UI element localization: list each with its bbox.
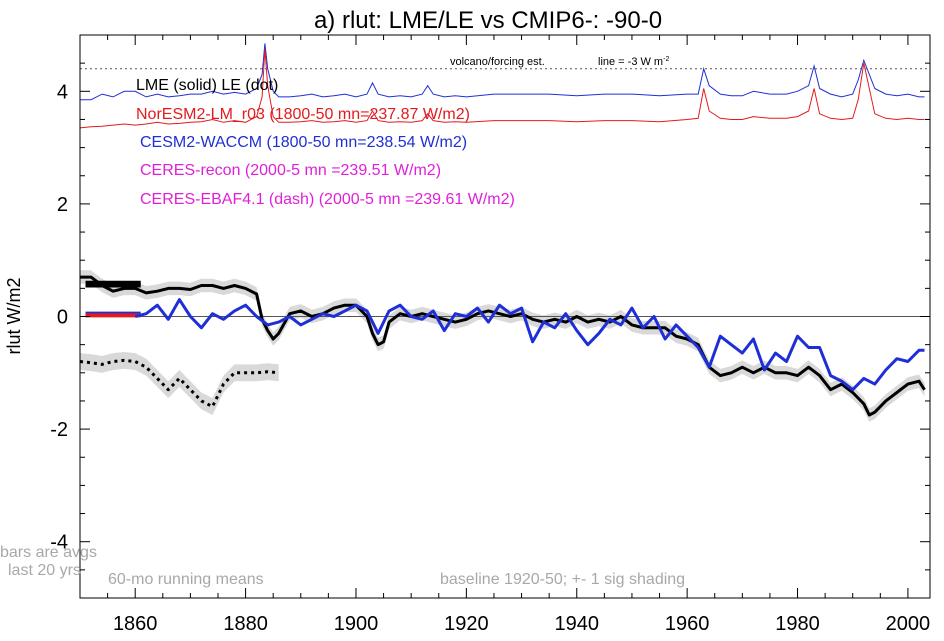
- plot-frame: 1860 1880 1900 1920 1940 1960 1980 2000 4 2 0 -2 -4: [50, 34, 931, 635]
- footnote-baseline: baseline 1920-50; +- 1 sig shading: [440, 571, 685, 588]
- legend-entry-3: CESM2-WACCM (1800-50 mn=238.54 W/m2): [140, 134, 467, 151]
- footnotes: bars are avgs last 20 yrs 60-mo running …: [0, 544, 685, 588]
- y-tick-label-2: 2: [57, 194, 68, 216]
- shading-layer: [80, 270, 925, 422]
- x-tick-label-1960: 1960: [665, 613, 710, 635]
- legend-entry-1: LME (solid) LE (dot): [136, 77, 278, 94]
- volcano-note-exponent: -2: [663, 56, 669, 63]
- y-tick-label-0: 0: [57, 307, 68, 329]
- y-tick-label-neg4: -4: [50, 532, 68, 554]
- y-axis-label: rlut W/m2: [4, 277, 24, 354]
- volcano-note: volcano/forcing est. line = -3 W m-2: [450, 56, 669, 68]
- line-le-dot: [79, 358, 279, 409]
- avg-bars-layer: [85, 280, 141, 318]
- legend-entry-5: CERES-EBAF4.1 (dash) (2000-5 mn =239.61 …: [140, 191, 515, 208]
- x-tick-label-1940: 1940: [555, 613, 600, 635]
- x-tick-label-1900: 1900: [334, 613, 379, 635]
- line-noresm2-lm-volcano-forcing: [79, 49, 925, 129]
- legend-entry-4: CERES-recon (2000-5 mn =239.51 W/m2): [140, 162, 441, 179]
- series-lines-layer: [79, 275, 926, 417]
- x-tick-label-1980: 1980: [775, 613, 820, 635]
- line-cesm2-waccm-volcano-forcing: [80, 43, 925, 101]
- volcano-note-line-text: line = -3 W m: [598, 56, 663, 68]
- legend: LME (solid) LE (dot) NorESM2-LM_r03 (1800…: [136, 77, 515, 208]
- shading-lme-solid: [80, 270, 925, 422]
- x-tick-label-1920: 1920: [444, 613, 489, 635]
- chart-title: a) rlut: LME/LE vs CMIP6-: -90-0: [314, 7, 662, 34]
- legend-entry-2: NorESM2-LM_r03 (1800-50 mn=237.87 W/m2): [136, 106, 470, 123]
- volcano-note-line-label: line = -3 W m-2: [598, 56, 669, 68]
- footnote-bars-1: bars are avgs: [0, 544, 97, 561]
- x-tick-label-1880: 1880: [223, 613, 268, 635]
- line-cesm2-waccm: [134, 298, 925, 392]
- x-tick-label-1860: 1860: [113, 613, 158, 635]
- x-tick-label-2000: 2000: [886, 613, 931, 635]
- volcano-note-label: volcano/forcing est.: [450, 56, 545, 68]
- y-tick-label-4: 4: [57, 81, 68, 103]
- y-tick-label-neg2: -2: [50, 419, 68, 441]
- footnote-bars-2: last 20 yrs: [8, 562, 81, 579]
- line-lme-solid: [80, 275, 926, 417]
- footnote-running-means: 60-mo running means: [108, 571, 264, 588]
- shading-le-dot: [80, 352, 279, 415]
